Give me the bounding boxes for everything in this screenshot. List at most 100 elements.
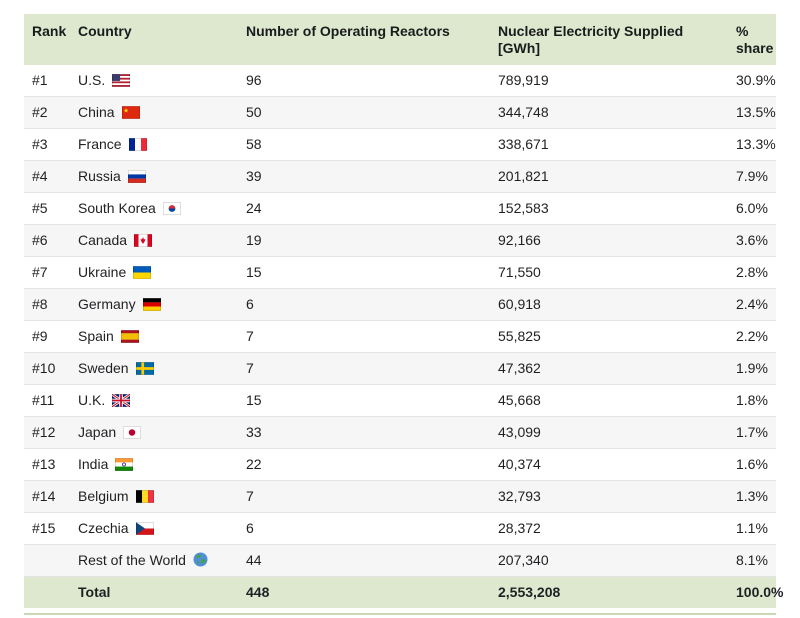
rank-cell: #10 [24, 352, 70, 385]
rank-cell: #4 [24, 160, 70, 193]
flag-belgium-icon [135, 490, 154, 503]
share-cell-text: 8.1% [736, 552, 768, 568]
country-cell: Ukraine [70, 256, 238, 289]
share-cell-text: 7.9% [736, 168, 768, 184]
rank-cell-text: #12 [32, 424, 56, 440]
table-row: Rest of the World 44 207,340 8.1% [24, 544, 776, 577]
table-row: #15 Czechia 6 28,372 1.1% [24, 512, 776, 545]
gwh-cell-text: 28,372 [498, 520, 541, 536]
table-row: #6 Canada 19 92,166 3.6% [24, 224, 776, 257]
gwh-cell-text: 789,919 [498, 72, 549, 88]
flag-ukraine-icon [133, 266, 152, 279]
reactors-cell: 19 [238, 224, 490, 257]
country-cell: South Korea [70, 192, 238, 225]
total-row: Total 448 2,553,208 100.0% [24, 576, 783, 608]
country-cell: India [70, 448, 238, 481]
column-header-gwh: Nuclear Electricity Supplied [GWh] [490, 14, 728, 65]
reactors-cell-text: 39 [246, 168, 262, 184]
flag-russia-icon [127, 170, 146, 183]
table-row: #11 U.K. 15 45,668 1.8% [24, 384, 776, 417]
gwh-cell-text: 32,793 [498, 488, 541, 504]
share-cell: 13.5% [728, 96, 776, 129]
rank-cell: #12 [24, 416, 70, 449]
column-header-gwh-line1: Nuclear Electricity Supplied [498, 23, 684, 39]
share-cell-text: 1.8% [736, 392, 768, 408]
flag-korea-icon [162, 202, 181, 215]
gwh-cell-text: 55,825 [498, 328, 541, 344]
country-cell: U.S. [70, 65, 238, 97]
country-cell: Belgium [70, 480, 238, 513]
gwh-cell: 152,583 [490, 192, 728, 225]
country-cell-text: France [78, 136, 122, 152]
reactors-cell: 96 [238, 65, 490, 97]
reactors-cell: 7 [238, 480, 490, 513]
rank-cell [24, 544, 70, 577]
rank-cell-text: #7 [32, 264, 48, 280]
total-label-cell: Total [70, 576, 238, 608]
gwh-cell: 32,793 [490, 480, 728, 513]
flag-india-icon [115, 458, 134, 471]
share-cell: 8.1% [728, 544, 776, 577]
rank-cell: #5 [24, 192, 70, 225]
nuclear-reactors-table: Rank Country Number of Operating Reactor… [24, 14, 783, 608]
table-row: #3 France 58 338,671 13.3% [24, 128, 776, 161]
rank-cell: #11 [24, 384, 70, 417]
reactors-cell: 50 [238, 96, 490, 129]
rank-cell-text: #3 [32, 136, 48, 152]
share-cell-text: 6.0% [736, 200, 768, 216]
gwh-cell-text: 60,918 [498, 296, 541, 312]
reactors-cell: 39 [238, 160, 490, 193]
reactors-cell: 6 [238, 288, 490, 321]
rank-cell-text: #9 [32, 328, 48, 344]
country-cell: U.K. [70, 384, 238, 417]
rank-cell-text: #11 [32, 392, 55, 408]
country-cell-text: Rest of the World [78, 552, 186, 568]
table-row: #12 Japan 33 43,099 1.7% [24, 416, 776, 449]
country-cell-text: Canada [78, 232, 128, 248]
column-header-rank: Rank [24, 14, 70, 65]
reactors-cell: 58 [238, 128, 490, 161]
reactors-cell-text: 6 [246, 520, 254, 536]
reactors-cell: 15 [238, 256, 490, 289]
country-cell-text: Japan [78, 424, 117, 440]
share-cell: 1.6% [728, 448, 776, 481]
share-cell: 3.6% [728, 224, 776, 257]
reactors-cell: 24 [238, 192, 490, 225]
rank-cell: #6 [24, 224, 70, 257]
reactors-cell-text: 15 [246, 392, 262, 408]
country-cell-text: Belgium [78, 488, 129, 504]
rank-cell: #3 [24, 128, 70, 161]
reactors-cell-text: 15 [246, 264, 262, 280]
country-cell-text: South Korea [78, 200, 156, 216]
country-cell: Japan [70, 416, 238, 449]
header-row: Rank Country Number of Operating Reactor… [24, 14, 776, 65]
country-cell: Russia [70, 160, 238, 193]
rank-cell-text: #6 [32, 232, 48, 248]
share-cell: 2.8% [728, 256, 776, 289]
gwh-cell-text: 40,374 [498, 456, 541, 472]
rank-cell-text: #2 [32, 104, 48, 120]
total-gwh-cell: 2,553,208 [490, 576, 728, 608]
share-cell-text: 13.3% [736, 136, 776, 152]
gwh-cell: 45,668 [490, 384, 728, 417]
reactors-cell-text: 24 [246, 200, 262, 216]
share-cell-text: 1.3% [736, 488, 768, 504]
table-row: #1 U.S. 96 789,919 30.9% [24, 65, 776, 97]
table-row: #2 China 50 344,748 13.5% [24, 96, 776, 129]
country-cell: Rest of the World [70, 544, 238, 577]
gwh-cell: 43,099 [490, 416, 728, 449]
column-header-gwh-line2: [GWh] [498, 40, 540, 56]
country-cell: China [70, 96, 238, 129]
rank-cell: #14 [24, 480, 70, 513]
reactors-cell-text: 96 [246, 72, 262, 88]
reactors-cell: 6 [238, 512, 490, 545]
country-cell-text: U.K. [78, 392, 106, 408]
reactors-cell-text: 22 [246, 456, 262, 472]
flag-uk-icon [111, 393, 132, 408]
country-cell-text: India [78, 456, 109, 472]
country-cell-text: Sweden [78, 360, 129, 376]
rank-cell: #9 [24, 320, 70, 353]
total-share-cell: 100.0% [728, 576, 783, 608]
reactors-cell-text: 33 [246, 424, 262, 440]
total-rank-cell [24, 576, 70, 608]
